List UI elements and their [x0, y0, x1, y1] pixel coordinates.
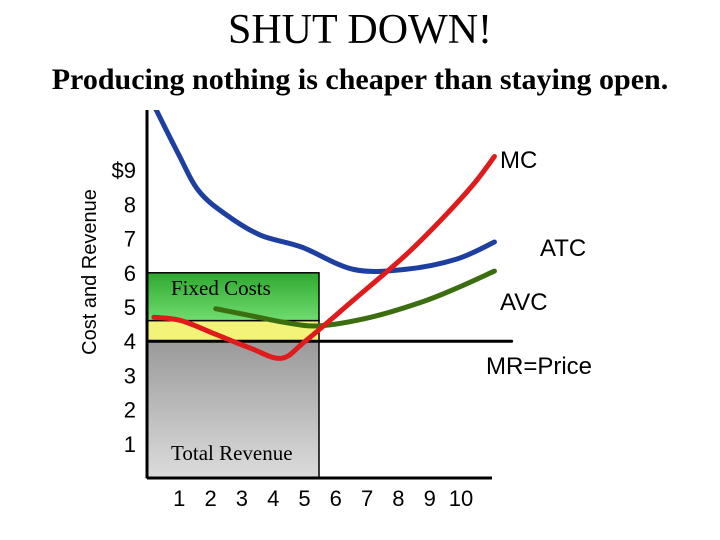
series-atc-curve [153, 110, 497, 274]
page-title: SHUT DOWN! [227, 7, 493, 53]
x-tick-label: 3 [236, 486, 248, 511]
y-tick-label: 2 [124, 398, 136, 423]
y-tick-label: 1 [124, 432, 136, 457]
x-tick-label: 2 [204, 486, 216, 511]
region-label: Fixed Costs [171, 276, 271, 300]
region-label: Total Revenue [171, 441, 293, 465]
x-tick-label: 1 [173, 486, 185, 511]
y-tick-label: $9 [112, 158, 136, 183]
x-tick-label: 5 [298, 486, 310, 511]
y-tick-label: 4 [124, 329, 136, 354]
x-tick-label: 9 [424, 486, 436, 511]
series-avc-curve [213, 268, 497, 329]
series-label: MR=Price [486, 353, 592, 380]
x-tick-label: 6 [330, 486, 342, 511]
y-axis-label: Cost and Revenue [79, 189, 101, 355]
x-tick-label: 10 [449, 486, 473, 511]
series-mc-curve [151, 154, 497, 361]
y-tick-label: 7 [124, 227, 136, 252]
series-label: MC [500, 147, 537, 174]
y-tick-label: 6 [124, 261, 136, 286]
x-tick-label: 7 [361, 486, 373, 511]
series-label: ATC [540, 235, 586, 262]
x-tick-label: 8 [392, 486, 404, 511]
page-subtitle: Producing nothing is cheaper than stayin… [51, 63, 669, 96]
y-tick-label: 5 [124, 295, 136, 320]
series-label: AVC [500, 289, 548, 316]
y-tick-label: 8 [124, 192, 136, 217]
y-tick-label: 3 [124, 363, 136, 388]
x-tick-label: 4 [267, 486, 279, 511]
